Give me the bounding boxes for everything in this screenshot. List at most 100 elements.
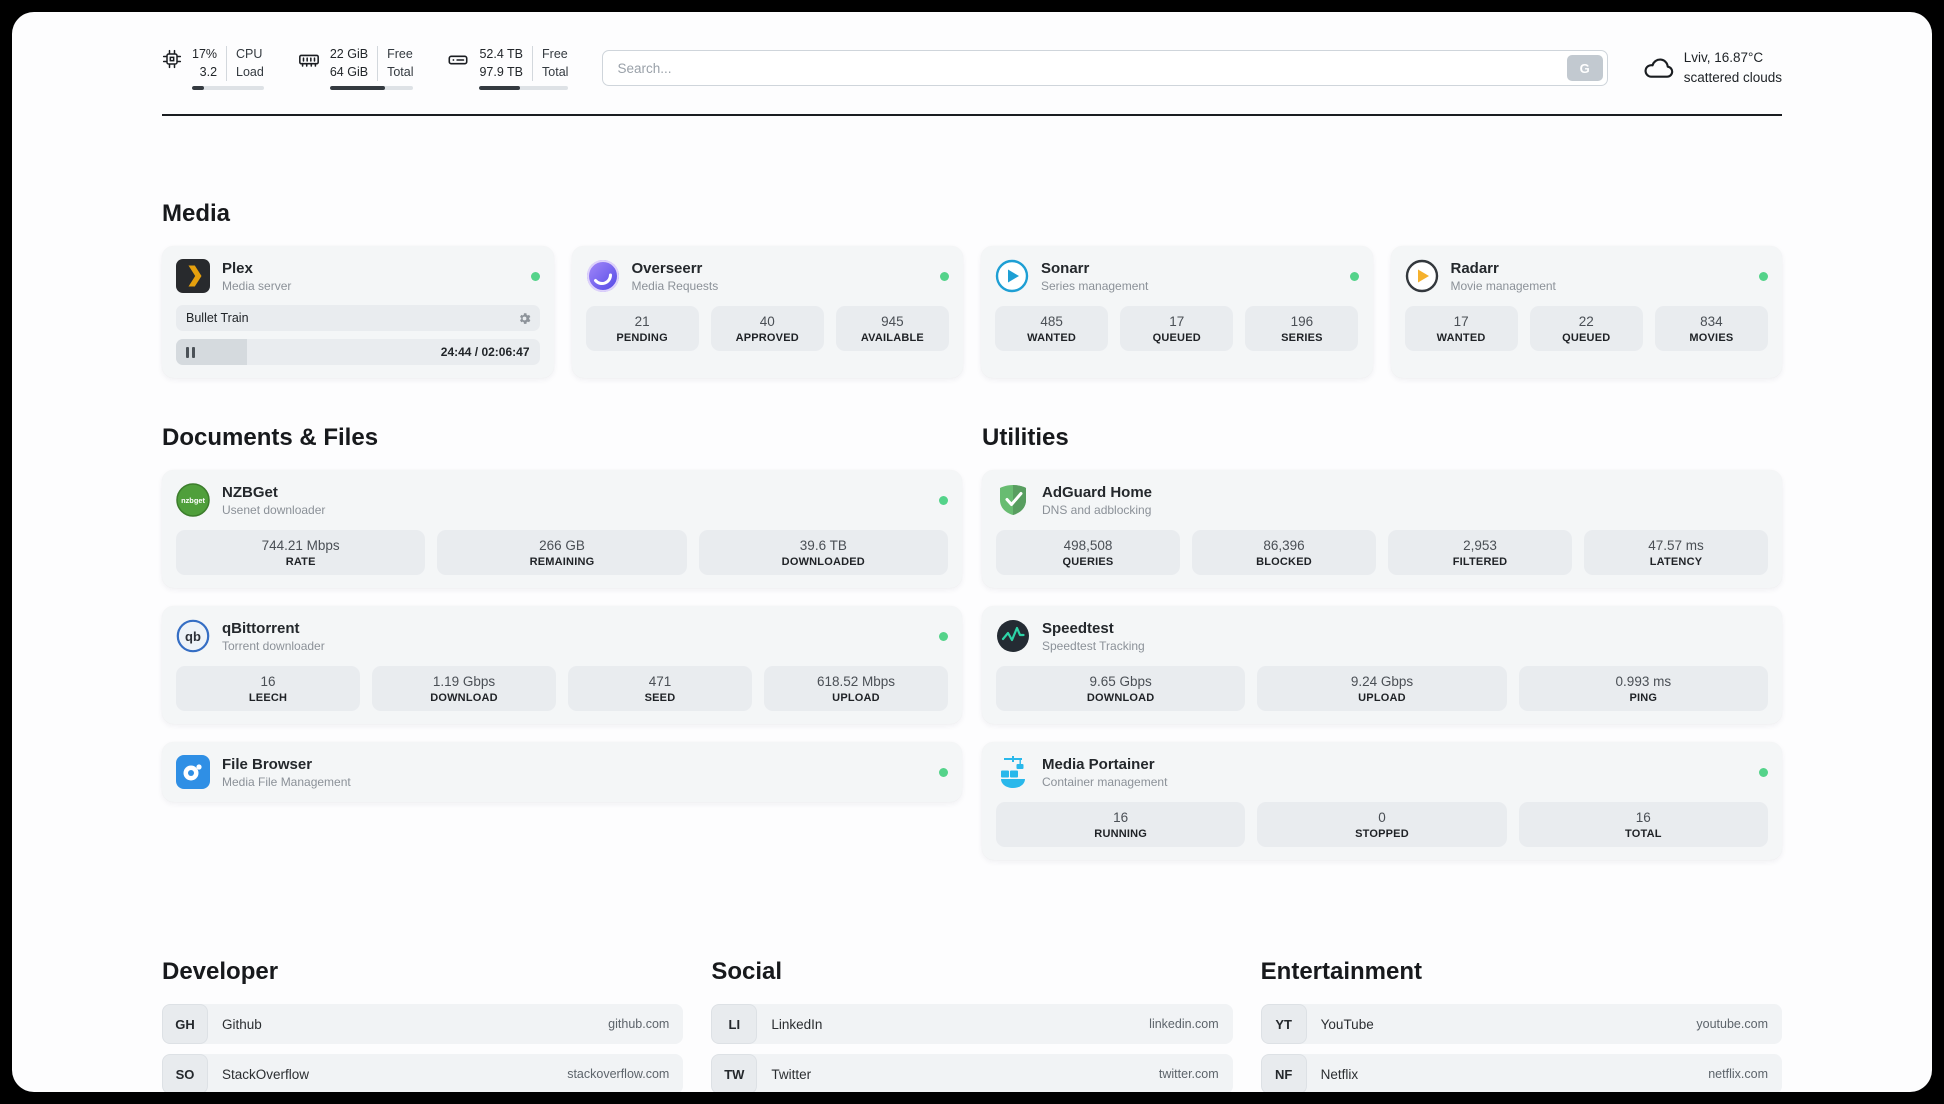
app-subtitle: Media File Management [222,774,351,789]
app-name: File Browser [222,755,313,773]
disk-metric: 52.4 TB 97.9 TB Free Total [447,46,569,90]
search-engine-button[interactable]: G [1566,55,1603,81]
status-indicator [1759,767,1768,777]
gear-icon[interactable] [517,311,532,326]
bookmark-name: Twitter [771,1066,812,1082]
bookmark-abbr: SO [162,1054,208,1092]
stat-tile: 834 MOVIES [1654,306,1768,351]
stat-tile: 618.52 Mbps UPLOAD [764,666,948,711]
app-card-adguard[interactable]: AdGuard Home DNS and adblocking 498,508 Q… [982,470,1782,588]
stat-tile: 40 APPROVED [710,306,824,351]
bookmark-url: stackoverflow.com [567,1067,670,1081]
weather-widget: Lviv, 16.87°C scattered clouds [1642,48,1782,87]
app-name: qBittorrent [222,619,300,637]
app-subtitle: Media Requests [631,278,719,293]
app-subtitle: Movie management [1450,278,1556,293]
status-indicator [939,631,948,641]
radarr-icon [1405,259,1439,293]
nzbget-icon: nzbget [176,483,210,517]
app-card-qbittorrent[interactable]: qb qBittorrent Torrent downloader 16 LEEC… [162,606,962,724]
search-input[interactable] [602,50,1608,86]
status-indicator [1759,271,1768,281]
section-title-utilities: Utilities [982,424,1069,451]
stat-tile: 498,508 QUERIES [996,530,1180,575]
app-card-radarr[interactable]: Radarr Movie management 17 WANTED 22 QUEUE… [1390,246,1782,378]
header-divider [162,114,1782,116]
app-name: NZBGet [222,483,278,501]
weather-condition: scattered clouds [1683,70,1782,85]
app-subtitle: DNS and adblocking [1042,502,1152,517]
app-subtitle: Media server [222,278,292,293]
bookmark-github[interactable]: GH Github github.com [162,1004,684,1044]
now-playing-title: Bullet Train [186,311,249,325]
bookmark-abbr: NF [1260,1054,1307,1092]
weather-location: Lviv, 16.87°C [1683,50,1764,66]
cpu-values: 17% 3.2 [192,47,218,79]
plex-icon [176,259,210,293]
stat-tile: 39.6 TB DOWNLOADED [698,530,948,575]
ram-progress-bar [329,86,414,90]
cloud-icon [1644,58,1673,78]
app-card-sonarr[interactable]: Sonarr Series management 485 WANTED 17 QUE… [981,246,1373,378]
app-name: Media Portainer [1042,755,1155,773]
portainer-icon [996,755,1030,789]
bookmark-group-social: Social LI LinkedIn linkedin.com TW Twitt… [711,958,1233,1092]
stat-tile: 21 PENDING [585,306,699,351]
pause-icon[interactable] [186,346,195,358]
app-subtitle: Usenet downloader [222,502,326,517]
bookmark-abbr: YT [1260,1004,1307,1044]
app-card-filebrowser[interactable]: File Browser Media File Management [162,742,962,802]
bookmark-name: Github [222,1016,262,1032]
app-card-portainer[interactable]: Media Portainer Container management 16 R… [982,742,1782,860]
disk-labels: Free Total [532,46,568,81]
stat-tile: 0 STOPPED [1257,802,1507,847]
app-card-overseerr[interactable]: Overseerr Media Requests 21 PENDING 40 APP… [571,246,963,378]
bookmark-linkedin[interactable]: LI LinkedIn linkedin.com [711,1004,1233,1044]
cpu-icon [162,49,182,69]
section-title-social: Social [711,958,783,985]
stat-tile: 17 QUEUED [1120,306,1234,351]
app-card-nzbget[interactable]: nzbget NZBGet Usenet downloader 744.21 M… [162,470,962,588]
cpu-labels: CPU Load [226,46,264,81]
bookmark-name: StackOverflow [222,1066,310,1082]
top-bar: 17% 3.2 CPU Load [162,46,1782,90]
status-indicator [940,271,949,281]
bookmark-group-developer: Developer GH Github github.com SO StackO… [162,958,684,1092]
svg-text:nzbget: nzbget [181,496,205,505]
bookmark-name: YouTube [1320,1016,1374,1032]
stat-tile: 16 RUNNING [996,802,1246,847]
app-subtitle: Torrent downloader [222,638,325,653]
app-name: Plex [222,259,253,277]
bookmark-netflix[interactable]: NF Netflix netflix.com [1260,1054,1782,1092]
app-card-speedtest[interactable]: Speedtest Speedtest Tracking 9.65 Gbps DO… [982,606,1782,724]
status-indicator [1349,271,1359,281]
bookmark-abbr: GH [162,1004,208,1044]
stat-tile: 945 AVAILABLE [835,306,949,351]
bookmark-twitter[interactable]: TW Twitter twitter.com [711,1054,1233,1092]
bookmark-youtube[interactable]: YT YouTube youtube.com [1260,1004,1782,1044]
bookmark-url: linkedin.com [1149,1017,1219,1031]
bookmark-stackoverflow[interactable]: SO StackOverflow stackoverflow.com [162,1054,684,1092]
disk-progress-bar [479,86,569,90]
section-title-documents: Documents & Files [162,424,379,451]
app-name: Radarr [1450,259,1499,277]
filebrowser-icon [176,755,210,789]
playback-progress-bar[interactable]: 24:44 / 02:06:47 [176,339,540,365]
disk-values: 52.4 TB 97.9 TB [479,47,524,79]
playback-time: 24:44 / 02:06:47 [440,345,530,359]
now-playing-bar: Bullet Train [176,305,540,331]
svg-text:qb: qb [185,629,201,644]
app-card-plex[interactable]: Plex Media server Bullet Train [162,246,554,378]
speedtest-icon [996,619,1030,653]
bookmark-url: github.com [608,1017,670,1031]
stat-tile: 2,953 FILTERED [1388,530,1572,575]
bookmark-abbr: LI [711,1004,758,1044]
qbittorrent-icon: qb [176,619,210,653]
ram-values: 22 GiB 64 GiB [329,47,369,79]
section-title-media: Media [162,200,231,227]
app-name: AdGuard Home [1042,483,1153,501]
app-name: Overseerr [631,259,703,277]
stat-tile: 9.65 Gbps DOWNLOAD [996,666,1246,711]
bookmark-name: LinkedIn [771,1016,823,1032]
stat-tile: 9.24 Gbps UPLOAD [1257,666,1507,711]
